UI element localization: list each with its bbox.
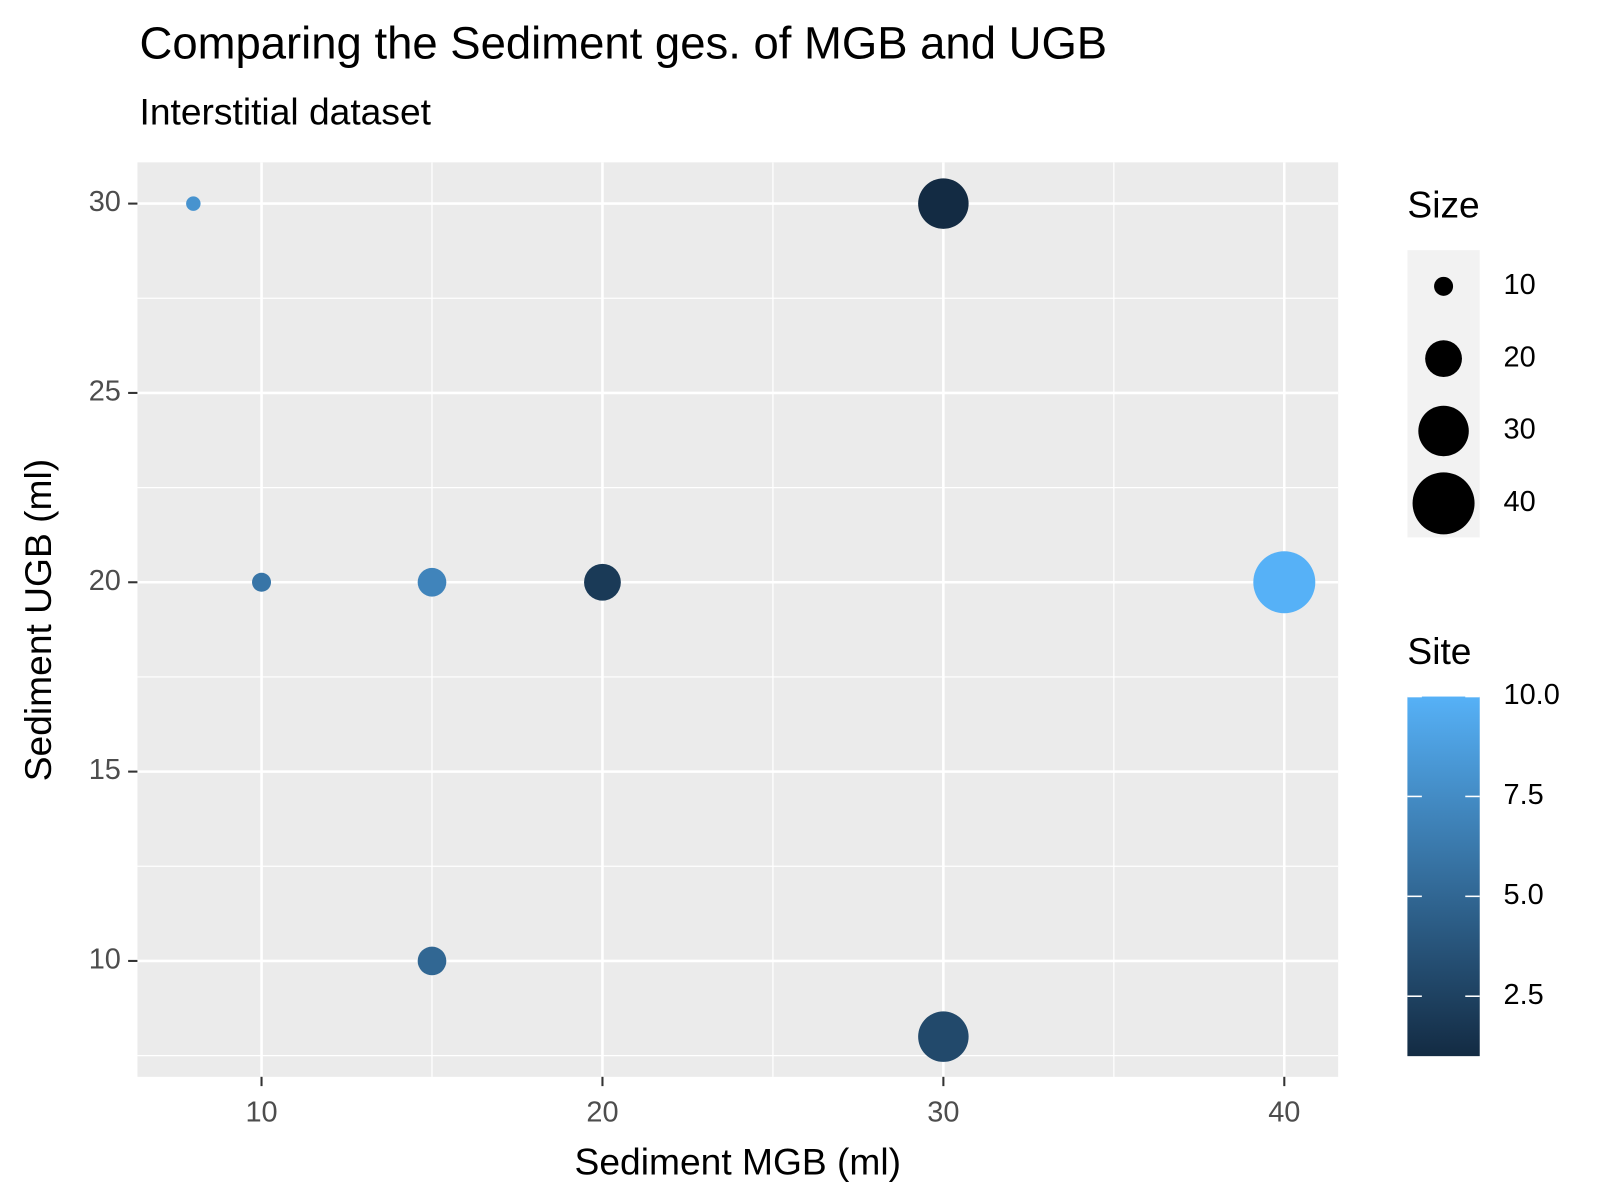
colorbar-label: 2.5 bbox=[1504, 979, 1544, 1011]
size-legend-label: 30 bbox=[1504, 414, 1536, 446]
point bbox=[252, 572, 272, 592]
x-axis-title: Sediment MGB (ml) bbox=[575, 1140, 901, 1182]
size-legend-key bbox=[1418, 405, 1469, 457]
y-tick-label: 30 bbox=[89, 186, 121, 218]
x-tick-label: 40 bbox=[1268, 1097, 1300, 1129]
plot-panel bbox=[137, 162, 1339, 1077]
size-legend-key bbox=[1425, 340, 1462, 378]
point bbox=[1253, 551, 1316, 614]
point bbox=[918, 1011, 969, 1062]
chart-subtitle: Interstitial dataset bbox=[140, 91, 432, 133]
size-legend-title: Size bbox=[1407, 184, 1479, 226]
colorbar-label: 10.0 bbox=[1504, 679, 1560, 711]
point bbox=[417, 567, 447, 597]
y-tick-label: 20 bbox=[89, 565, 121, 597]
color-legend-title: Site bbox=[1407, 630, 1471, 672]
size-legend-key bbox=[1412, 472, 1475, 535]
size-legend-label: 40 bbox=[1504, 486, 1536, 518]
point bbox=[417, 946, 447, 976]
point bbox=[918, 178, 969, 229]
x-tick-label: 20 bbox=[586, 1097, 618, 1129]
size-legend-label: 20 bbox=[1504, 341, 1536, 373]
y-tick-label: 15 bbox=[89, 754, 121, 786]
y-tick-label: 25 bbox=[89, 376, 121, 408]
chart-title: Comparing the Sediment ges. of MGB and U… bbox=[140, 18, 1108, 69]
colorbar-label: 5.0 bbox=[1504, 879, 1544, 911]
colorbar-label: 7.5 bbox=[1504, 779, 1544, 811]
size-legend-key bbox=[1434, 276, 1454, 296]
y-tick-label: 10 bbox=[89, 944, 121, 976]
colorbar bbox=[1407, 696, 1480, 1057]
x-tick-label: 30 bbox=[927, 1097, 959, 1129]
x-tick-label: 10 bbox=[245, 1097, 277, 1129]
point bbox=[584, 563, 621, 601]
point bbox=[186, 196, 201, 211]
y-axis-title: Sediment UGB (ml) bbox=[17, 459, 59, 781]
size-legend-label: 10 bbox=[1504, 269, 1536, 301]
